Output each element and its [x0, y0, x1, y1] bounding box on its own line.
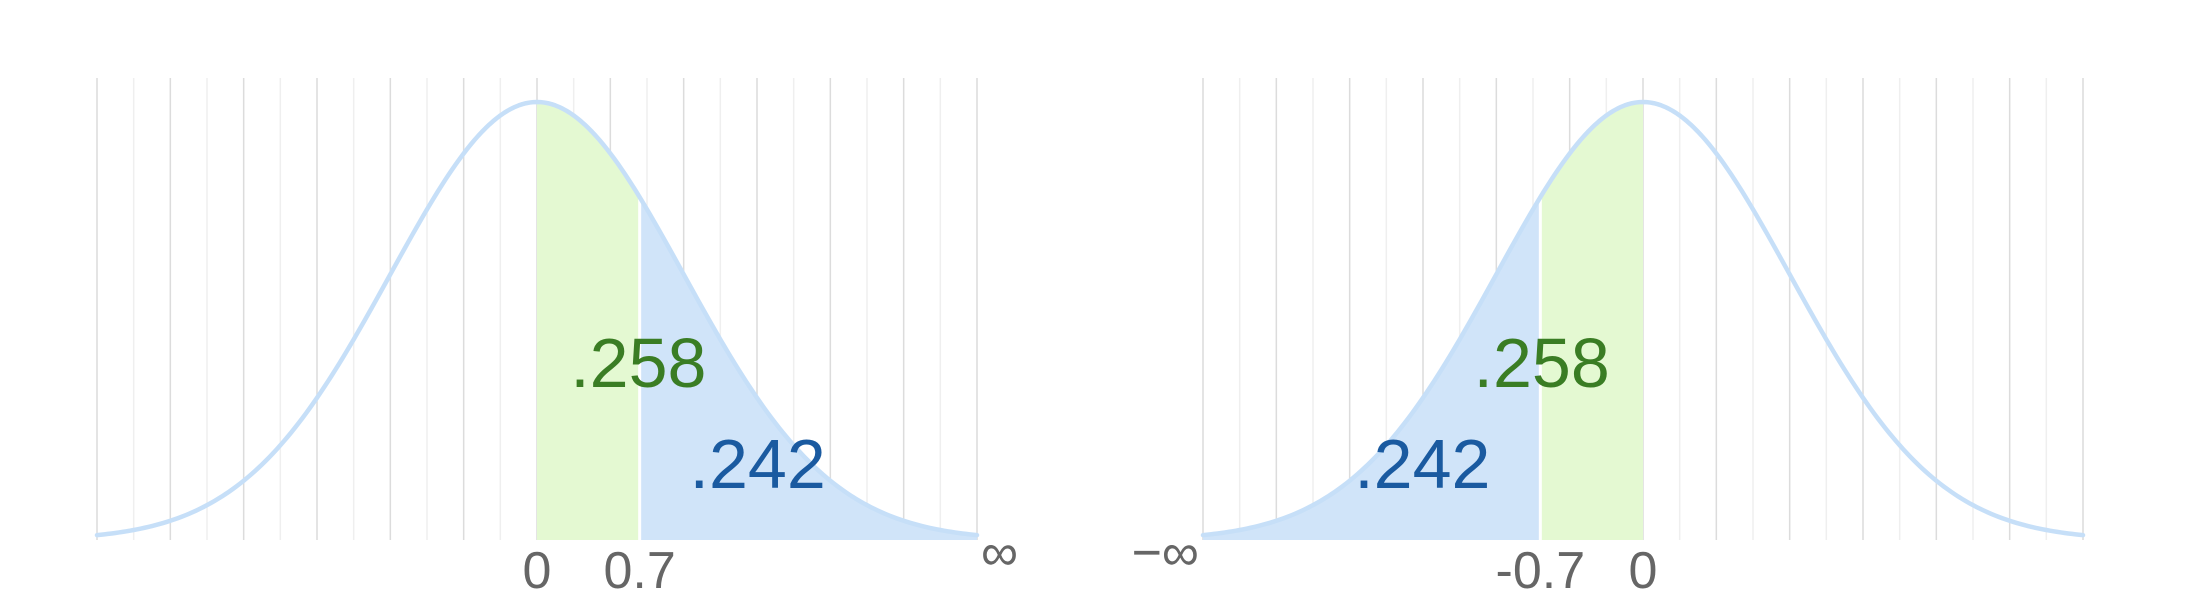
x-tick-label: 0 — [523, 542, 552, 600]
area-label-2: .258 — [1474, 324, 1610, 402]
area-label-1: .258 — [570, 324, 706, 402]
chart-panel-2: .242 .258 −∞ -0.7 0 — [1132, 78, 2086, 600]
chart-panel-1: .258 .242 0 0.7 ∞ — [94, 78, 1018, 600]
area-label-1: .242 — [1354, 425, 1490, 503]
infinity-tick-label: −∞ — [1132, 524, 1199, 582]
shaded-region-1 — [1203, 197, 1541, 540]
shaded-region-1 — [537, 102, 640, 540]
density-curve — [1200, 99, 2086, 538]
shaded-region-2 — [1540, 102, 1643, 540]
density-curve — [94, 99, 980, 538]
x-tick-label: -0.7 — [1496, 542, 1586, 600]
shaded-region-2 — [639, 197, 977, 540]
infinity-tick-label: ∞ — [981, 524, 1018, 582]
x-tick-label: 0 — [1629, 542, 1658, 600]
area-label-2: .242 — [690, 425, 826, 503]
x-tick-label: 0.7 — [604, 542, 676, 600]
